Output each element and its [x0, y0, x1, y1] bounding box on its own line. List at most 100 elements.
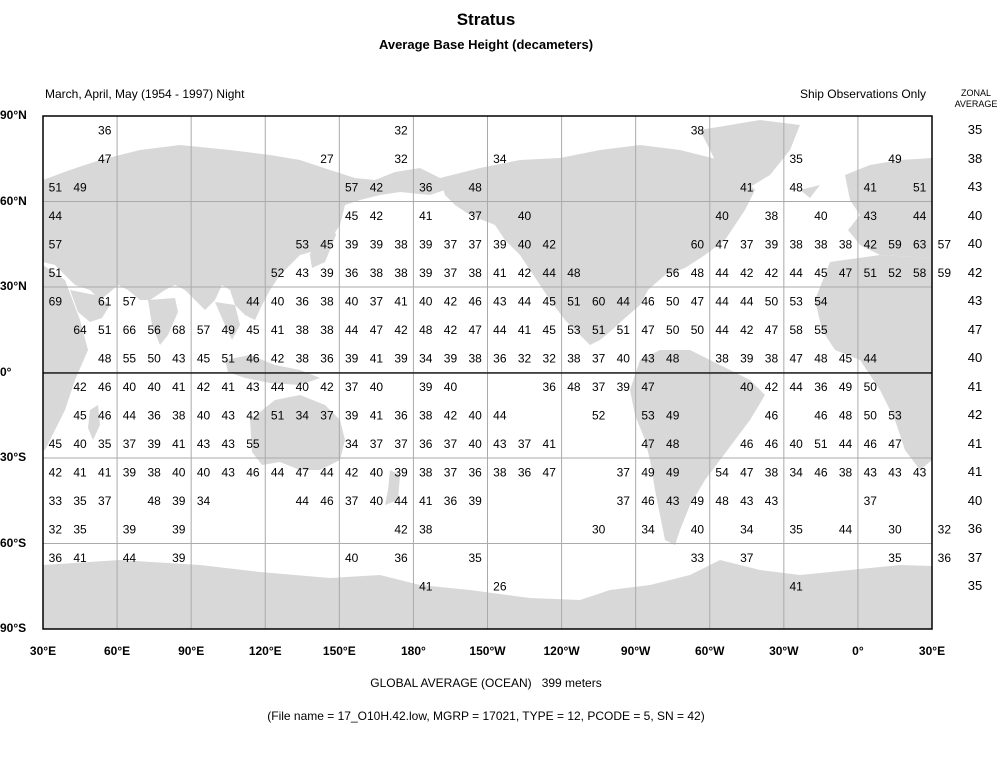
cell-value: 38: [296, 351, 310, 365]
cell-value: 39: [394, 351, 408, 365]
cell-value: 40: [518, 237, 532, 251]
cell-value: 50: [666, 294, 680, 308]
cell-value: 40: [518, 209, 532, 223]
cell-value: 40: [370, 380, 384, 394]
cell-value: 38: [468, 351, 482, 365]
cell-value: 50: [864, 380, 878, 394]
cell-value: 44: [864, 351, 878, 365]
longitude-label: 150°E: [322, 644, 356, 658]
cell-value: 53: [888, 408, 902, 422]
cell-value: 37: [444, 266, 458, 280]
chart-subtitle: Average Base Height (decameters): [378, 37, 594, 52]
madagascar-landmass: [88, 405, 100, 440]
cell-value: 49: [888, 152, 902, 166]
cell-value: 46: [765, 408, 779, 422]
cell-value: 36: [518, 465, 532, 479]
cell-value: 35: [468, 551, 482, 565]
cell-value: 40: [197, 408, 211, 422]
longitude-label: 90°W: [620, 644, 651, 658]
cell-value: 46: [98, 380, 112, 394]
cell-value: 52: [271, 266, 285, 280]
cell-value: 36: [345, 266, 359, 280]
cell-value: 32: [49, 522, 63, 536]
cell-value: 47: [98, 152, 112, 166]
cell-value: 41: [370, 408, 384, 422]
cell-value: 37: [740, 237, 754, 251]
global-average-value: 399 meters: [541, 676, 602, 690]
longitude-label: 30°E: [918, 644, 946, 658]
cell-value: 35: [73, 522, 87, 536]
india-landmass: [148, 298, 178, 345]
longitude-label: 0°: [852, 644, 864, 658]
cell-value: 38: [715, 351, 729, 365]
cell-value: 39: [370, 237, 384, 251]
cell-value: 47: [296, 465, 310, 479]
cell-value: 44: [271, 380, 285, 394]
cell-value: 47: [790, 351, 804, 365]
cell-value: 47: [370, 323, 384, 337]
cell-value: 51: [222, 351, 236, 365]
cell-value: 37: [370, 294, 384, 308]
cell-value: 44: [790, 266, 804, 280]
cell-value: 44: [543, 266, 557, 280]
japan-landmass: [310, 218, 336, 268]
cell-value: 42: [49, 465, 63, 479]
cell-value: 42: [394, 522, 408, 536]
cell-value: 38: [419, 522, 433, 536]
cell-value: 49: [641, 465, 655, 479]
cell-value: 57: [345, 180, 359, 194]
cell-value: 36: [938, 551, 952, 565]
cell-values: 36 32 38 47 27 32 34 35 49 51 49 57 42 36 48 41 48 41 51 44…: [49, 123, 952, 593]
cell-value: 43: [222, 437, 236, 451]
cell-value: 44: [913, 209, 927, 223]
cell-value: 36: [493, 351, 507, 365]
europe-west-landmass: [800, 158, 932, 258]
cell-value: 37: [468, 209, 482, 223]
cell-value: 37: [123, 437, 137, 451]
cell-value: 47: [641, 380, 655, 394]
cell-value: 48: [814, 351, 828, 365]
cell-value: 40: [197, 465, 211, 479]
cell-value: 38: [320, 323, 334, 337]
cell-value: 32: [394, 152, 408, 166]
cell-value: 49: [691, 494, 705, 508]
cell-value: 35: [790, 152, 804, 166]
cell-value: 40: [370, 465, 384, 479]
cell-value: 58: [913, 266, 927, 280]
cell-value: 63: [913, 237, 927, 251]
cell-value: 48: [567, 266, 581, 280]
cell-value: 49: [666, 465, 680, 479]
cell-value: 36: [296, 294, 310, 308]
cell-value: 64: [73, 323, 87, 337]
cell-value: 35: [790, 522, 804, 536]
cell-value: 41: [493, 266, 507, 280]
cell-value: 46: [320, 494, 334, 508]
se-asia-landmass: [215, 302, 240, 340]
cell-value: 34: [740, 522, 754, 536]
cell-value: 34: [641, 522, 655, 536]
cell-value: 40: [172, 465, 186, 479]
cell-value: 37: [617, 494, 631, 508]
cell-value: 40: [814, 209, 828, 223]
cell-value: 45: [839, 351, 853, 365]
cell-value: 49: [666, 408, 680, 422]
cell-value: 41: [543, 437, 557, 451]
longitude-label: 150°W: [469, 644, 506, 658]
cell-value: 44: [246, 294, 260, 308]
cell-value: 45: [73, 408, 87, 422]
cell-value: 43: [666, 494, 680, 508]
cell-value: 48: [468, 180, 482, 194]
cell-value: 43: [493, 437, 507, 451]
cell-value: 47: [740, 465, 754, 479]
cell-value: 42: [394, 323, 408, 337]
cell-value: 41: [222, 380, 236, 394]
cell-value: 42: [271, 351, 285, 365]
longitude-label: 90°E: [178, 644, 205, 658]
cell-value: 40: [271, 294, 285, 308]
cell-value: 35: [73, 494, 87, 508]
cell-value: 39: [147, 437, 161, 451]
cell-value: 40: [345, 294, 359, 308]
cell-value: 48: [419, 323, 433, 337]
cell-value: 51: [567, 294, 581, 308]
cell-value: 41: [419, 494, 433, 508]
